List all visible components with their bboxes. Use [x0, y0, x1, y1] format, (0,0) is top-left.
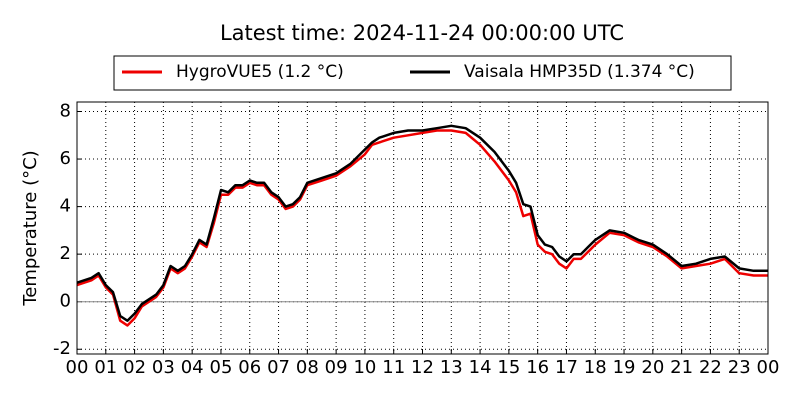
- y-tick-label: 2: [60, 243, 71, 264]
- plot-frame: [76, 101, 769, 355]
- x-tick-label: 22: [699, 357, 722, 378]
- x-tick-label: 00: [757, 357, 780, 378]
- y-tick-label: 6: [60, 148, 71, 169]
- x-tick-label: 11: [382, 357, 405, 378]
- x-tick-label: 15: [497, 357, 520, 378]
- legend-label: Vaisala HMP35D (1.374 °C): [464, 62, 695, 82]
- y-tick-label: -2: [53, 338, 71, 359]
- x-tick-label: 02: [123, 357, 146, 378]
- x-tick-label: 04: [181, 357, 204, 378]
- y-tick-label: 0: [60, 291, 71, 312]
- x-tick-label: 14: [469, 357, 492, 378]
- y-tick-label: 8: [60, 101, 71, 122]
- x-tick-label: 05: [210, 357, 233, 378]
- legend-label: HygroVUE5 (1.2 °C): [176, 62, 344, 82]
- x-tick-label: 08: [296, 357, 319, 378]
- series-line: [76, 124, 768, 322]
- x-tick-label: 10: [353, 357, 376, 378]
- x-tick-label: 18: [584, 357, 607, 378]
- x-tick-label: 09: [325, 357, 348, 378]
- y-tick-label: 4: [60, 196, 71, 217]
- x-tick-label: 17: [555, 357, 578, 378]
- x-tick-label: 20: [641, 357, 664, 378]
- x-tick-label: 23: [728, 357, 751, 378]
- x-tick-label: 06: [238, 357, 261, 378]
- x-tick-label: 13: [440, 357, 463, 378]
- x-tick-label: 21: [670, 357, 693, 378]
- x-tick-label: 03: [152, 357, 175, 378]
- x-tick-label: 00: [66, 357, 89, 378]
- y-axis-label: Temperature (°C): [20, 150, 41, 306]
- chart-title: Latest time: 2024-11-24 00:00:00 UTC: [220, 21, 624, 45]
- x-tick-label: 01: [94, 357, 117, 378]
- x-tick-label: 16: [526, 357, 549, 378]
- x-tick-label: 07: [267, 357, 290, 378]
- x-tick-label: 19: [613, 357, 636, 378]
- x-tick-label: 12: [411, 357, 434, 378]
